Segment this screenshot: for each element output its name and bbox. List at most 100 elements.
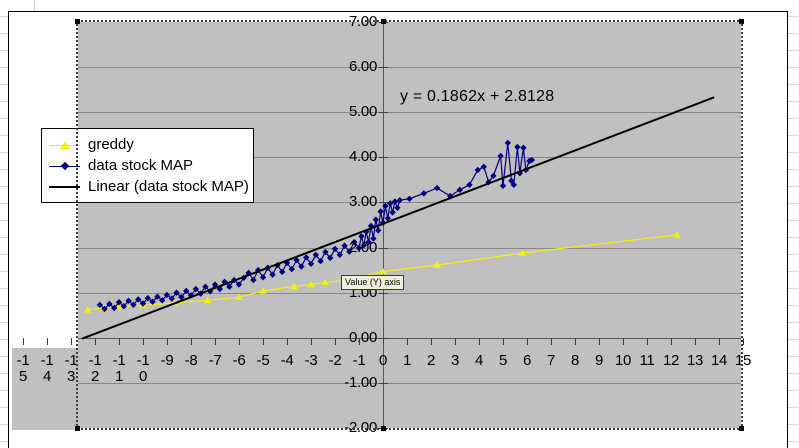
y-axis-label[interactable]: 0.00 (349, 329, 377, 346)
x-axis-tick (215, 338, 216, 345)
linear-trendline[interactable] (81, 96, 715, 340)
y-axis-tick (379, 248, 388, 249)
x-axis-label[interactable]: -1 4 (40, 352, 54, 385)
x-axis-label[interactable]: -1 1 (112, 352, 126, 385)
x-axis-label[interactable]: -6 (232, 352, 246, 369)
x-axis-label[interactable]: 3 (450, 352, 460, 369)
selection-handle (739, 19, 744, 24)
y-axis-label[interactable]: -2.00 (344, 419, 377, 436)
x-axis-tick (599, 338, 600, 345)
gridline (78, 293, 741, 294)
x-axis-label[interactable]: 4 (474, 352, 484, 369)
series-markers-greddy[interactable] (84, 231, 681, 313)
x-axis-label[interactable]: -3 (304, 352, 318, 369)
y-axis-tick (379, 202, 388, 203)
x-axis-label[interactable]: -1 3 (64, 352, 78, 385)
plot-area[interactable]: y = 0.1862x + 2.8128 Value (Y) axis 7.00… (12, 13, 751, 436)
line-marker-icon (49, 185, 80, 188)
y-axis-tick (379, 383, 388, 384)
y-axis-tick (379, 67, 388, 68)
chart-object[interactable]: y = 0.1862x + 2.8128 Value (Y) axis 7.00… (8, 11, 788, 448)
x-axis-tick (71, 338, 72, 345)
x-axis-label[interactable]: 12 (662, 352, 680, 369)
x-axis-tick (311, 338, 312, 345)
x-axis-tick (383, 338, 384, 345)
x-axis-label[interactable]: 10 (614, 352, 632, 369)
worksheet-column-gridline (34, 0, 35, 11)
x-axis-tick (647, 338, 648, 345)
y-axis-label[interactable]: 3.00 (349, 193, 377, 210)
y-axis-label[interactable]: 2.00 (349, 239, 377, 256)
x-axis-tick (479, 338, 480, 345)
legend-label: data stock MAP (88, 157, 194, 174)
x-axis-label[interactable]: 8 (570, 352, 580, 369)
x-axis-label[interactable]: 14 (710, 352, 728, 369)
x-axis-tick (23, 338, 24, 345)
x-axis-tick (143, 338, 144, 345)
x-axis-label[interactable]: -9 (160, 352, 174, 369)
x-axis-tick (167, 338, 168, 345)
x-axis-label[interactable]: 13 (686, 352, 704, 369)
trendline-equation-label[interactable]: y = 0.1862x + 2.8128 (400, 88, 555, 105)
x-axis-label[interactable]: -4 (280, 352, 294, 369)
gridline (78, 383, 741, 384)
x-axis-tick (335, 338, 336, 345)
x-axis-label[interactable]: -1 5 (16, 352, 30, 385)
x-axis-tick (47, 338, 48, 345)
x-axis-tick (623, 338, 624, 345)
y-axis-label[interactable]: 7.00 (349, 13, 377, 30)
x-axis-tick (119, 338, 120, 345)
selection-handle (381, 426, 386, 431)
legend-item-greddy[interactable]: greddy (49, 134, 253, 155)
legend-label: Linear (data stock MAP) (88, 178, 249, 195)
x-axis-label[interactable]: 7 (546, 352, 556, 369)
x-axis-label[interactable]: -7 (208, 352, 222, 369)
selection-handle (739, 426, 744, 431)
y-axis-label[interactable]: 5.00 (349, 103, 377, 120)
series-layer (81, 96, 715, 340)
legend-item-linear-trendline[interactable]: Linear (data stock MAP) (49, 176, 253, 197)
category-x-axis-line[interactable] (78, 338, 741, 339)
selection-handle (75, 19, 80, 24)
x-axis-tick (671, 338, 672, 345)
triangle-marker-icon (60, 140, 70, 149)
x-axis-label[interactable]: 6 (522, 352, 532, 369)
x-axis-label[interactable]: 2 (426, 352, 436, 369)
x-axis-tick (527, 338, 528, 345)
x-axis-label[interactable]: 11 (639, 352, 655, 369)
data-stock-map-legend-marker (49, 159, 83, 173)
x-axis-tick (743, 338, 744, 345)
x-axis-label[interactable]: -5 (256, 352, 270, 369)
x-axis-label[interactable]: 5 (498, 352, 508, 369)
series-line-greddy[interactable] (87, 234, 678, 311)
value-y-axis-tooltip: Value (Y) axis (341, 275, 405, 290)
gridline (78, 67, 741, 68)
x-axis-tick (503, 338, 504, 345)
x-axis-label[interactable]: 15 (734, 352, 752, 369)
axis-label-background-band (12, 348, 78, 430)
x-axis-label[interactable]: -1 0 (136, 352, 150, 385)
x-axis-tick (431, 338, 432, 345)
x-axis-label[interactable]: -2 (328, 352, 342, 369)
y-axis-label[interactable]: 6.00 (349, 58, 377, 75)
selection-handle (75, 426, 80, 431)
x-axis-tick (239, 338, 240, 345)
x-axis-tick (719, 338, 720, 345)
legend-item-data-stock-map[interactable]: data stock MAP (49, 155, 253, 176)
x-axis-label[interactable]: 1 (402, 352, 412, 369)
linear-legend-marker (49, 180, 83, 194)
y-axis-label[interactable]: 4.00 (349, 148, 377, 165)
x-axis-label[interactable]: -1 2 (88, 352, 102, 385)
diamond-marker-icon (60, 161, 70, 170)
selection-handle (381, 19, 386, 24)
x-axis-label[interactable]: 9 (594, 352, 604, 369)
legend-label: greddy (88, 136, 134, 153)
y-axis-label[interactable]: -1.00 (344, 374, 377, 391)
x-axis-label[interactable]: -8 (184, 352, 198, 369)
chart-legend[interactable]: greddy data stock MAP Linear (data stock… (41, 128, 254, 203)
x-axis-label[interactable]: 0 (378, 352, 388, 369)
x-axis-tick (287, 338, 288, 345)
x-axis-label[interactable]: -1 (352, 352, 366, 369)
worksheet-rows-right-strip (788, 0, 799, 448)
x-axis-tick (575, 338, 576, 345)
